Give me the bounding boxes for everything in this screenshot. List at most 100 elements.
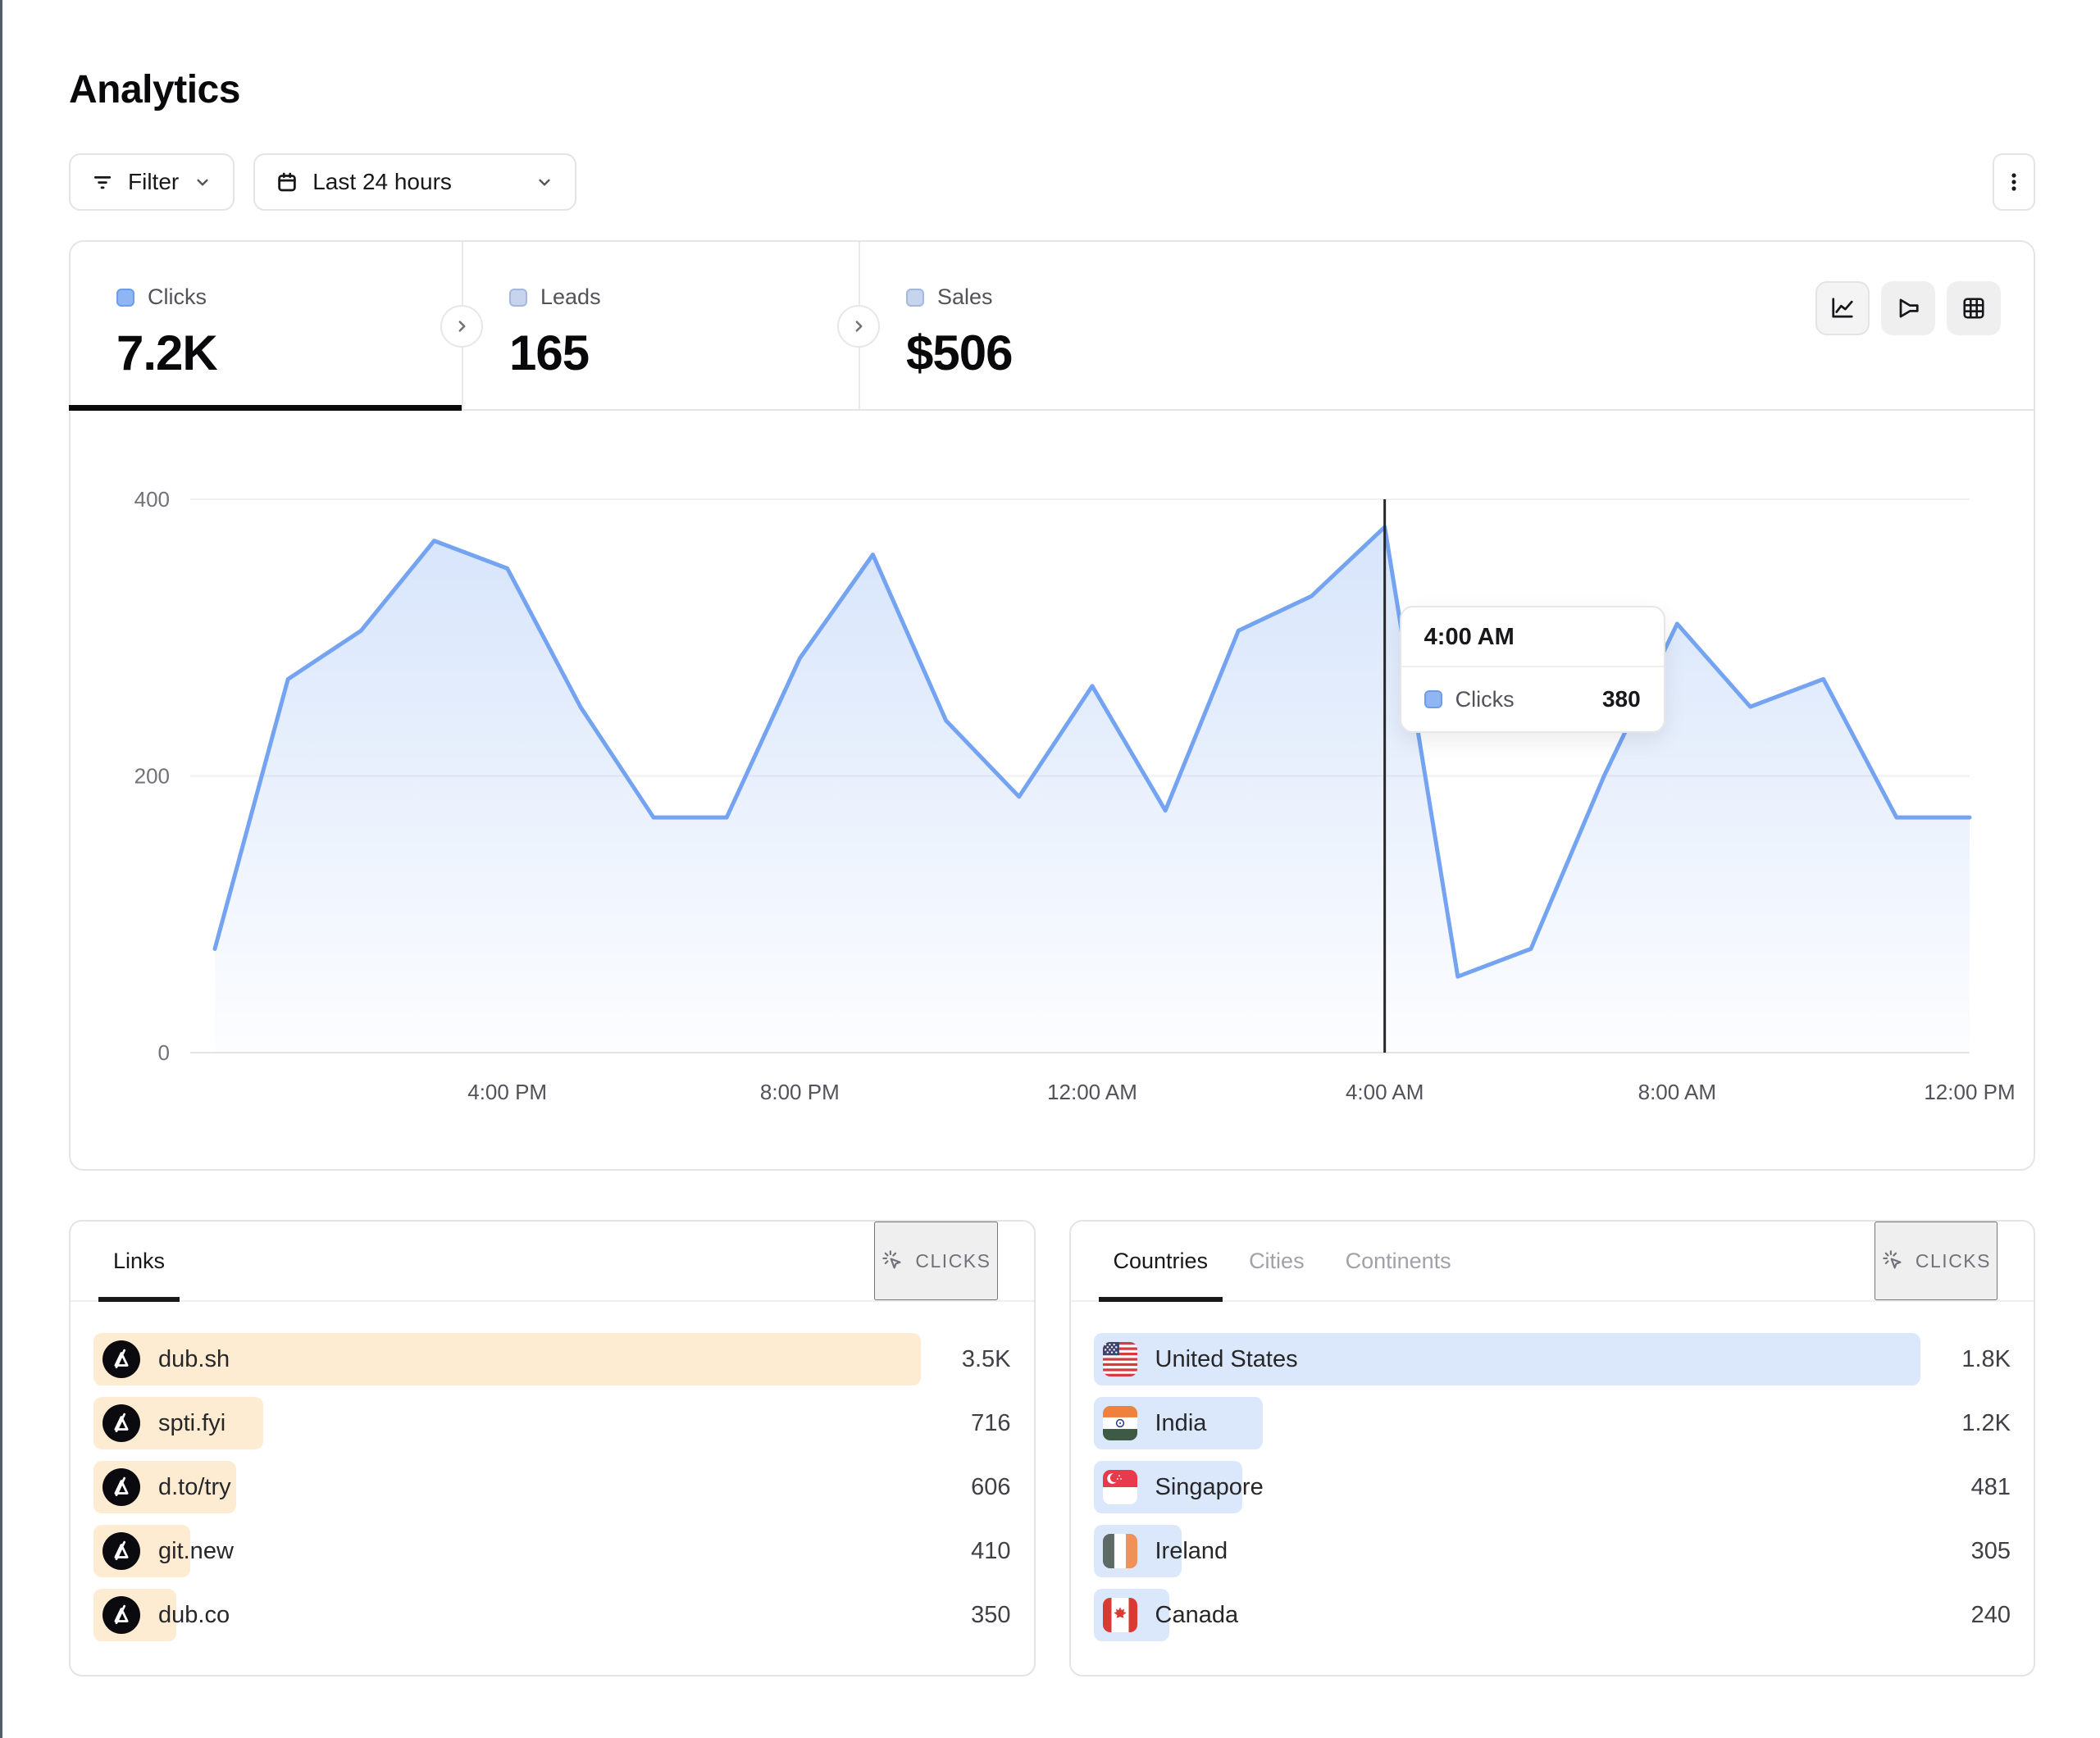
- x-axis-label: 8:00 AM: [1638, 1080, 1716, 1104]
- table-view-toggle[interactable]: [1947, 281, 2001, 335]
- countries-panel-header: Countries Cities Continents CLICKS: [1070, 1222, 2034, 1302]
- links-metric-button[interactable]: CLICKS: [874, 1222, 998, 1300]
- date-range-button[interactable]: Last 24 hours: [253, 153, 577, 211]
- chevron-down-icon: [192, 171, 213, 193]
- stat-value: 165: [509, 325, 590, 380]
- metric-label: CLICKS: [915, 1249, 991, 1272]
- row-value: 240: [1970, 1601, 2011, 1628]
- next-stat-button[interactable]: [440, 305, 483, 348]
- filter-button[interactable]: Filter: [69, 153, 235, 211]
- metric-label: CLICKS: [1915, 1249, 1991, 1272]
- funnel-view-toggle[interactable]: [1881, 281, 1935, 335]
- row-value: 3.5K: [961, 1345, 1011, 1372]
- link-row[interactable]: dub.sh 3.5K: [93, 1333, 1011, 1385]
- tab-cities[interactable]: Cities: [1249, 1248, 1305, 1273]
- bar-zone: d.to/try: [93, 1461, 921, 1513]
- leads-legend-square: [509, 288, 527, 307]
- chart-tooltip: 4:00 AM Clicks 380: [1399, 606, 1665, 733]
- link-row[interactable]: d.to/try 606: [93, 1461, 1011, 1513]
- canada-flag-icon: [1102, 1598, 1137, 1632]
- bar-zone: India: [1093, 1397, 1921, 1449]
- row-label: India: [1155, 1409, 1207, 1436]
- singapore-flag-icon: [1102, 1470, 1137, 1504]
- stat-value: 7.2K: [116, 325, 218, 380]
- chevron-right-icon: [848, 316, 869, 337]
- tab-links[interactable]: Links: [98, 1222, 180, 1302]
- calendar-icon: [275, 170, 299, 194]
- row-value: 305: [1970, 1537, 2011, 1564]
- row-label: Ireland: [1155, 1537, 1228, 1564]
- links-panel-header: Links CLICKS: [71, 1222, 1034, 1302]
- stat-label: Leads: [540, 284, 601, 309]
- india-flag-icon: [1102, 1406, 1137, 1440]
- stat-tab-clicks[interactable]: Clicks 7.2K: [69, 242, 462, 411]
- x-axis-label: 8:00 PM: [760, 1080, 840, 1104]
- country-row[interactable]: Singapore 481: [1093, 1461, 2011, 1513]
- clicks-legend-square: [116, 288, 134, 307]
- row-value: 410: [971, 1537, 1011, 1564]
- row-value: 481: [1970, 1473, 2011, 1500]
- country-row[interactable]: Canada 240: [1093, 1589, 2011, 1641]
- bar-zone: dub.sh: [93, 1333, 921, 1385]
- y-axis-label: 200: [134, 764, 170, 789]
- dub-logo-icon: [102, 1404, 140, 1442]
- tooltip-legend-square: [1424, 690, 1442, 708]
- country-row[interactable]: India 1.2K: [1093, 1397, 2011, 1449]
- date-range-label: Last 24 hours: [312, 169, 452, 194]
- tooltip-metric-label: Clicks: [1455, 686, 1515, 712]
- row-value: 716: [971, 1409, 1011, 1436]
- row-bar: [1093, 1333, 1920, 1385]
- row-label: Canada: [1155, 1601, 1239, 1628]
- cursor-rays-icon: [881, 1249, 905, 1273]
- row-label: dub.co: [158, 1601, 230, 1628]
- filter-icon: [90, 170, 115, 194]
- line-chart-view-toggle[interactable]: [1815, 281, 1870, 335]
- dub-logo-icon: [102, 1468, 140, 1506]
- countries-metric-button[interactable]: CLICKS: [1874, 1222, 1998, 1300]
- page-title: Analytics: [69, 68, 240, 111]
- stat-tab-sales[interactable]: Sales $506: [859, 242, 1255, 409]
- x-axis-label: 4:00 AM: [1346, 1080, 1424, 1104]
- line-chart-icon: [1828, 293, 1857, 323]
- row-label: git.new: [158, 1537, 234, 1564]
- links-rows: dub.sh 3.5K spti.fyi 716 d.to/try: [71, 1302, 1034, 1641]
- x-axis-label: 4:00 PM: [467, 1080, 547, 1104]
- bar-zone: United States: [1093, 1333, 1920, 1385]
- more-menu-button[interactable]: [1993, 153, 2035, 211]
- x-axis-label: 12:00 AM: [1047, 1080, 1137, 1104]
- next-stat-button[interactable]: [837, 305, 880, 348]
- row-label: United States: [1155, 1345, 1298, 1372]
- links-panel-tabs: Links: [98, 1222, 180, 1302]
- row-label: d.to/try: [158, 1473, 231, 1500]
- row-bar: [93, 1333, 921, 1385]
- filter-label: Filter: [128, 169, 180, 194]
- y-axis-label: 400: [134, 487, 170, 512]
- clicks-area-chart[interactable]: 0 200 400 4:00 PM 8:00 PM 12:00 AM 4:00 AM 8:00…: [71, 411, 2037, 1169]
- sales-legend-square: [906, 288, 924, 307]
- row-label: dub.sh: [158, 1345, 230, 1372]
- bar-zone: Ireland: [1093, 1525, 1921, 1577]
- row-label: Singapore: [1155, 1473, 1264, 1500]
- row-value: 350: [971, 1601, 1011, 1628]
- country-row[interactable]: United States 1.8K: [1093, 1333, 2011, 1385]
- toolbar: Filter Last 24 hours: [69, 153, 2035, 211]
- funnel-icon: [1893, 293, 1923, 323]
- chart-area-fill: [215, 526, 1970, 1053]
- dub-logo-icon: [102, 1532, 140, 1570]
- chevron-down-icon: [534, 171, 555, 193]
- country-row[interactable]: Ireland 305: [1093, 1525, 2011, 1577]
- countries-panel: Countries Cities Continents CLICKS United …: [1068, 1220, 2035, 1677]
- cursor-rays-icon: [1881, 1249, 1906, 1273]
- bar-zone: Singapore: [1093, 1461, 1921, 1513]
- tab-countries[interactable]: Countries: [1098, 1222, 1223, 1302]
- link-row[interactable]: git.new 410: [93, 1525, 1011, 1577]
- link-row[interactable]: dub.co 350: [93, 1589, 1011, 1641]
- stat-label: Sales: [937, 284, 993, 309]
- link-row[interactable]: spti.fyi 716: [93, 1397, 1011, 1449]
- stat-tab-leads[interactable]: Leads 165: [462, 242, 859, 409]
- row-label: spti.fyi: [158, 1409, 226, 1436]
- stats-tabs-strip: Clicks 7.2K Leads 165 Sales $506: [69, 242, 2034, 411]
- tab-continents[interactable]: Continents: [1345, 1248, 1451, 1273]
- y-axis-label: 0: [158, 1040, 170, 1065]
